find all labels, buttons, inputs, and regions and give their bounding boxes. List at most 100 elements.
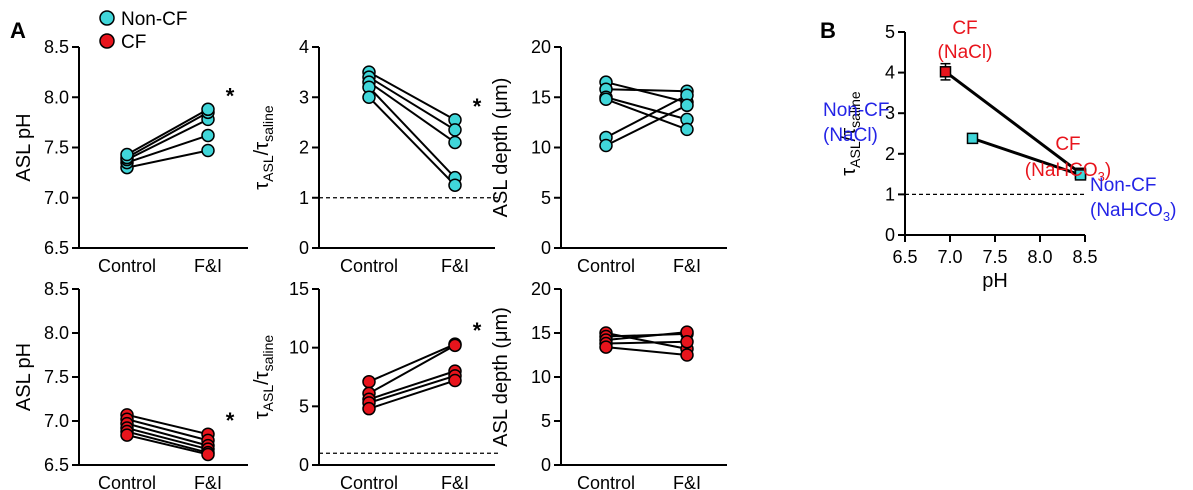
annotation-label: (NaHCO3) (1090, 200, 1176, 224)
series-line (368, 379, 456, 410)
y-tick-label: 3 (885, 103, 895, 123)
series-line (972, 136, 1081, 177)
significance-marker: * (473, 318, 482, 343)
annotation-label: (NaCl) (938, 42, 993, 63)
series-line (605, 331, 688, 342)
series-line (126, 422, 209, 447)
y-axis-label: ASL pH (13, 343, 35, 411)
annotation-label: Non-CF (1090, 175, 1157, 196)
series-line (368, 374, 456, 404)
y-tick-label: 7.5 (44, 138, 69, 158)
series-line (126, 434, 209, 456)
significance-marker: * (226, 83, 235, 108)
y-tick-label: 15 (289, 279, 309, 299)
y-tick-label: 8.0 (44, 323, 69, 343)
legend-label-noncf: Non-CF (121, 9, 188, 30)
series-line (126, 111, 209, 159)
series-line (126, 418, 209, 442)
data-point (201, 143, 215, 158)
significance-marker: * (226, 408, 235, 433)
annotation-label: (NaCl) (823, 125, 878, 146)
x-tick-label: 8.0 (1027, 247, 1052, 267)
series-line (368, 96, 456, 186)
series-line (605, 104, 688, 147)
y-axis-label: τASL/τsaline (251, 105, 276, 190)
x-tick-label: F&I (441, 256, 469, 276)
chart-panel-b: 0 1 2 3 4 5 6.5 7.0 7.5 8.0 8.5 pH τASL/τsaline CF (Na… (823, 18, 1176, 292)
chart-panel: 0 1 2 3 4 Control F&I τASL/τsaline * (251, 37, 500, 276)
series-line (368, 343, 456, 383)
y-tick-label: 0 (299, 455, 309, 475)
x-tick-label: Control (340, 473, 398, 490)
y-tick-label: 20 (531, 37, 551, 57)
y-tick-label: 10 (531, 138, 551, 158)
data-point (120, 147, 134, 162)
data-point (448, 135, 462, 150)
y-tick-label: 5 (885, 22, 895, 42)
series-line (126, 427, 209, 451)
panel-label-b: B (820, 18, 836, 43)
series-line (126, 118, 209, 161)
legend-marker-noncf (99, 10, 115, 26)
data-point (966, 132, 979, 145)
x-tick-label: Control (577, 473, 635, 490)
annotation-label: Non-CF (823, 100, 890, 121)
x-tick-label: 8.5 (1072, 247, 1097, 267)
y-tick-label: 20 (531, 279, 551, 299)
series-line (605, 340, 688, 345)
chart-panel: 6.5 7.0 7.5 8.0 8.5 Control F&I ASL pH * (13, 37, 248, 276)
x-tick-label: Control (98, 256, 156, 276)
y-tick-label: 5 (541, 188, 551, 208)
y-tick-label: 7.0 (44, 411, 69, 431)
y-tick-label: 0 (541, 238, 551, 258)
series-line (605, 94, 688, 139)
x-tick-label: Control (577, 256, 635, 276)
significance-marker: * (473, 94, 482, 119)
y-tick-label: 0 (541, 455, 551, 475)
series-line (368, 86, 456, 179)
chart-panel: 0 5 10 15 Control F&I τASL/τsaline * (251, 279, 500, 490)
y-axis-label: ASL depth (μm) (490, 78, 512, 218)
data-point (120, 428, 134, 442)
y-tick-label: 3 (299, 87, 309, 107)
y-tick-label: 6.5 (44, 455, 69, 475)
x-tick-label: 7.0 (937, 247, 962, 267)
x-tick-label: F&I (673, 473, 701, 490)
data-point (448, 123, 462, 137)
series-line (605, 98, 688, 131)
y-tick-label: 10 (531, 367, 551, 387)
data-point (362, 401, 376, 416)
data-point (680, 98, 694, 113)
x-axis-label: pH (982, 270, 1008, 292)
y-axis-label: τASL/τsaline (838, 91, 863, 176)
series-line (368, 81, 456, 144)
data-point (362, 90, 376, 104)
y-tick-label: 4 (885, 63, 895, 83)
y-tick-label: 2 (885, 144, 895, 164)
y-axis-label: ASL pH (13, 113, 35, 181)
y-tick-label: 5 (541, 411, 551, 431)
chart-panel: 6.5 7.0 7.5 8.0 8.5 Control F&I ASL pH * (13, 279, 248, 490)
y-tick-label: 15 (531, 323, 551, 343)
data-point (448, 338, 462, 353)
legend: Non-CF CF (99, 9, 188, 53)
series-line (368, 76, 456, 131)
series-line (368, 370, 456, 401)
series-line (368, 71, 456, 121)
annotation-label: CF (1055, 134, 1080, 155)
series-line (126, 108, 209, 156)
x-tick-label: F&I (441, 473, 469, 490)
chart-panel: 0 5 10 15 20 Control F&I ASL depth (μm) (490, 279, 727, 490)
y-axis-label: ASL depth (μm) (490, 307, 512, 447)
series-line (944, 70, 1082, 175)
series-line (605, 88, 688, 93)
data-point (599, 92, 613, 107)
x-tick-label: F&I (194, 256, 222, 276)
data-point (448, 373, 462, 388)
data-point (680, 335, 694, 349)
series-line (605, 346, 688, 356)
x-tick-label: Control (340, 256, 398, 276)
series-line (126, 430, 209, 454)
y-tick-label: 8.0 (44, 87, 69, 107)
